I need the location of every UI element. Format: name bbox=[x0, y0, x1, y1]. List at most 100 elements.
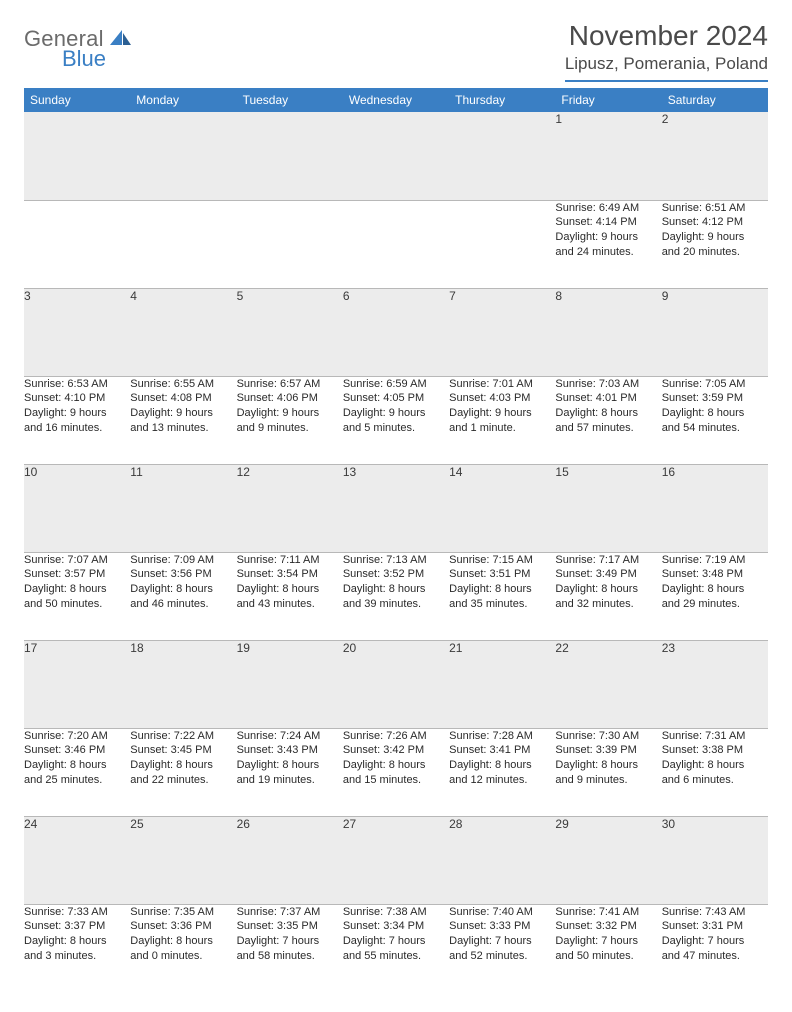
day-number: 5 bbox=[237, 288, 343, 376]
day-detail: Sunrise: 7:05 AMSunset: 3:59 PMDaylight:… bbox=[662, 376, 768, 464]
sunrise-text: Sunrise: 7:33 AM bbox=[24, 905, 130, 920]
day-detail bbox=[237, 200, 343, 288]
sunset-text: Sunset: 3:36 PM bbox=[130, 919, 236, 934]
calendar-page: General Blue November 2024 Lipusz, Pomer… bbox=[0, 0, 792, 1012]
weekday-header: Monday bbox=[130, 88, 236, 112]
detail-row: Sunrise: 7:33 AMSunset: 3:37 PMDaylight:… bbox=[24, 904, 768, 992]
daylight-text-2: and 58 minutes. bbox=[237, 949, 343, 964]
sunrise-text: Sunrise: 7:31 AM bbox=[662, 729, 768, 744]
detail-row: Sunrise: 7:20 AMSunset: 3:46 PMDaylight:… bbox=[24, 728, 768, 816]
daylight-text-1: Daylight: 9 hours bbox=[449, 406, 555, 421]
sunrise-text: Sunrise: 7:07 AM bbox=[24, 553, 130, 568]
title-block: November 2024 Lipusz, Pomerania, Poland bbox=[565, 20, 768, 82]
sunset-text: Sunset: 3:33 PM bbox=[449, 919, 555, 934]
day-detail: Sunrise: 7:07 AMSunset: 3:57 PMDaylight:… bbox=[24, 552, 130, 640]
day-detail: Sunrise: 7:13 AMSunset: 3:52 PMDaylight:… bbox=[343, 552, 449, 640]
sunrise-text: Sunrise: 6:53 AM bbox=[24, 377, 130, 392]
weekday-header-row: Sunday Monday Tuesday Wednesday Thursday… bbox=[24, 88, 768, 112]
daylight-text-2: and 55 minutes. bbox=[343, 949, 449, 964]
sunset-text: Sunset: 4:12 PM bbox=[662, 215, 768, 230]
day-number: 25 bbox=[130, 816, 236, 904]
sunrise-text: Sunrise: 7:37 AM bbox=[237, 905, 343, 920]
daylight-text-1: Daylight: 7 hours bbox=[237, 934, 343, 949]
weekday-header: Friday bbox=[555, 88, 661, 112]
day-detail: Sunrise: 6:53 AMSunset: 4:10 PMDaylight:… bbox=[24, 376, 130, 464]
logo-text-blue: Blue bbox=[62, 46, 132, 72]
sunset-text: Sunset: 4:01 PM bbox=[555, 391, 661, 406]
daylight-text-2: and 47 minutes. bbox=[662, 949, 768, 964]
sunrise-text: Sunrise: 7:22 AM bbox=[130, 729, 236, 744]
day-detail bbox=[130, 200, 236, 288]
calendar-body: 12Sunrise: 6:49 AMSunset: 4:14 PMDayligh… bbox=[24, 112, 768, 992]
daylight-text-2: and 32 minutes. bbox=[555, 597, 661, 612]
day-detail: Sunrise: 7:41 AMSunset: 3:32 PMDaylight:… bbox=[555, 904, 661, 992]
daynum-row: 12 bbox=[24, 112, 768, 200]
daylight-text-1: Daylight: 9 hours bbox=[24, 406, 130, 421]
sunset-text: Sunset: 3:46 PM bbox=[24, 743, 130, 758]
daylight-text-2: and 43 minutes. bbox=[237, 597, 343, 612]
day-detail bbox=[24, 200, 130, 288]
sunrise-text: Sunrise: 7:28 AM bbox=[449, 729, 555, 744]
month-title: November 2024 bbox=[565, 20, 768, 52]
sunrise-text: Sunrise: 7:40 AM bbox=[449, 905, 555, 920]
day-detail: Sunrise: 6:51 AMSunset: 4:12 PMDaylight:… bbox=[662, 200, 768, 288]
daylight-text-2: and 52 minutes. bbox=[449, 949, 555, 964]
daylight-text-2: and 13 minutes. bbox=[130, 421, 236, 436]
sunset-text: Sunset: 3:59 PM bbox=[662, 391, 768, 406]
sunrise-text: Sunrise: 6:57 AM bbox=[237, 377, 343, 392]
day-number: 26 bbox=[237, 816, 343, 904]
day-number: 30 bbox=[662, 816, 768, 904]
day-number: 22 bbox=[555, 640, 661, 728]
sunrise-text: Sunrise: 6:55 AM bbox=[130, 377, 236, 392]
day-detail bbox=[449, 200, 555, 288]
daylight-text-2: and 25 minutes. bbox=[24, 773, 130, 788]
sunset-text: Sunset: 4:14 PM bbox=[555, 215, 661, 230]
daylight-text-1: Daylight: 9 hours bbox=[662, 230, 768, 245]
daynum-row: 17181920212223 bbox=[24, 640, 768, 728]
day-detail: Sunrise: 7:40 AMSunset: 3:33 PMDaylight:… bbox=[449, 904, 555, 992]
daylight-text-2: and 24 minutes. bbox=[555, 245, 661, 260]
sunrise-text: Sunrise: 7:41 AM bbox=[555, 905, 661, 920]
daylight-text-2: and 39 minutes. bbox=[343, 597, 449, 612]
sunset-text: Sunset: 4:08 PM bbox=[130, 391, 236, 406]
sunset-text: Sunset: 3:52 PM bbox=[343, 567, 449, 582]
sunrise-text: Sunrise: 7:11 AM bbox=[237, 553, 343, 568]
sunset-text: Sunset: 3:49 PM bbox=[555, 567, 661, 582]
day-number: 15 bbox=[555, 464, 661, 552]
daylight-text-1: Daylight: 8 hours bbox=[237, 582, 343, 597]
day-detail: Sunrise: 7:19 AMSunset: 3:48 PMDaylight:… bbox=[662, 552, 768, 640]
daylight-text-1: Daylight: 7 hours bbox=[662, 934, 768, 949]
sunset-text: Sunset: 3:54 PM bbox=[237, 567, 343, 582]
logo: General Blue bbox=[24, 26, 132, 72]
sunrise-text: Sunrise: 7:19 AM bbox=[662, 553, 768, 568]
sunrise-text: Sunrise: 6:51 AM bbox=[662, 201, 768, 216]
daylight-text-1: Daylight: 8 hours bbox=[237, 758, 343, 773]
sunset-text: Sunset: 3:45 PM bbox=[130, 743, 236, 758]
day-detail: Sunrise: 7:28 AMSunset: 3:41 PMDaylight:… bbox=[449, 728, 555, 816]
day-detail: Sunrise: 6:59 AMSunset: 4:05 PMDaylight:… bbox=[343, 376, 449, 464]
day-number: 19 bbox=[237, 640, 343, 728]
sunset-text: Sunset: 3:39 PM bbox=[555, 743, 661, 758]
daylight-text-1: Daylight: 7 hours bbox=[449, 934, 555, 949]
day-number: 28 bbox=[449, 816, 555, 904]
day-number: 4 bbox=[130, 288, 236, 376]
sunrise-text: Sunrise: 7:05 AM bbox=[662, 377, 768, 392]
sunset-text: Sunset: 4:06 PM bbox=[237, 391, 343, 406]
daylight-text-2: and 3 minutes. bbox=[24, 949, 130, 964]
sunrise-text: Sunrise: 7:35 AM bbox=[130, 905, 236, 920]
day-number: 1 bbox=[555, 112, 661, 200]
day-detail: Sunrise: 7:24 AMSunset: 3:43 PMDaylight:… bbox=[237, 728, 343, 816]
sunrise-text: Sunrise: 7:26 AM bbox=[343, 729, 449, 744]
sunset-text: Sunset: 3:31 PM bbox=[662, 919, 768, 934]
day-detail: Sunrise: 6:57 AMSunset: 4:06 PMDaylight:… bbox=[237, 376, 343, 464]
detail-row: Sunrise: 6:53 AMSunset: 4:10 PMDaylight:… bbox=[24, 376, 768, 464]
day-number: 21 bbox=[449, 640, 555, 728]
daylight-text-1: Daylight: 8 hours bbox=[130, 758, 236, 773]
sunset-text: Sunset: 3:32 PM bbox=[555, 919, 661, 934]
day-number: 27 bbox=[343, 816, 449, 904]
day-detail: Sunrise: 7:43 AMSunset: 3:31 PMDaylight:… bbox=[662, 904, 768, 992]
daylight-text-2: and 20 minutes. bbox=[662, 245, 768, 260]
day-number: 7 bbox=[449, 288, 555, 376]
day-number: 2 bbox=[662, 112, 768, 200]
daylight-text-1: Daylight: 9 hours bbox=[343, 406, 449, 421]
